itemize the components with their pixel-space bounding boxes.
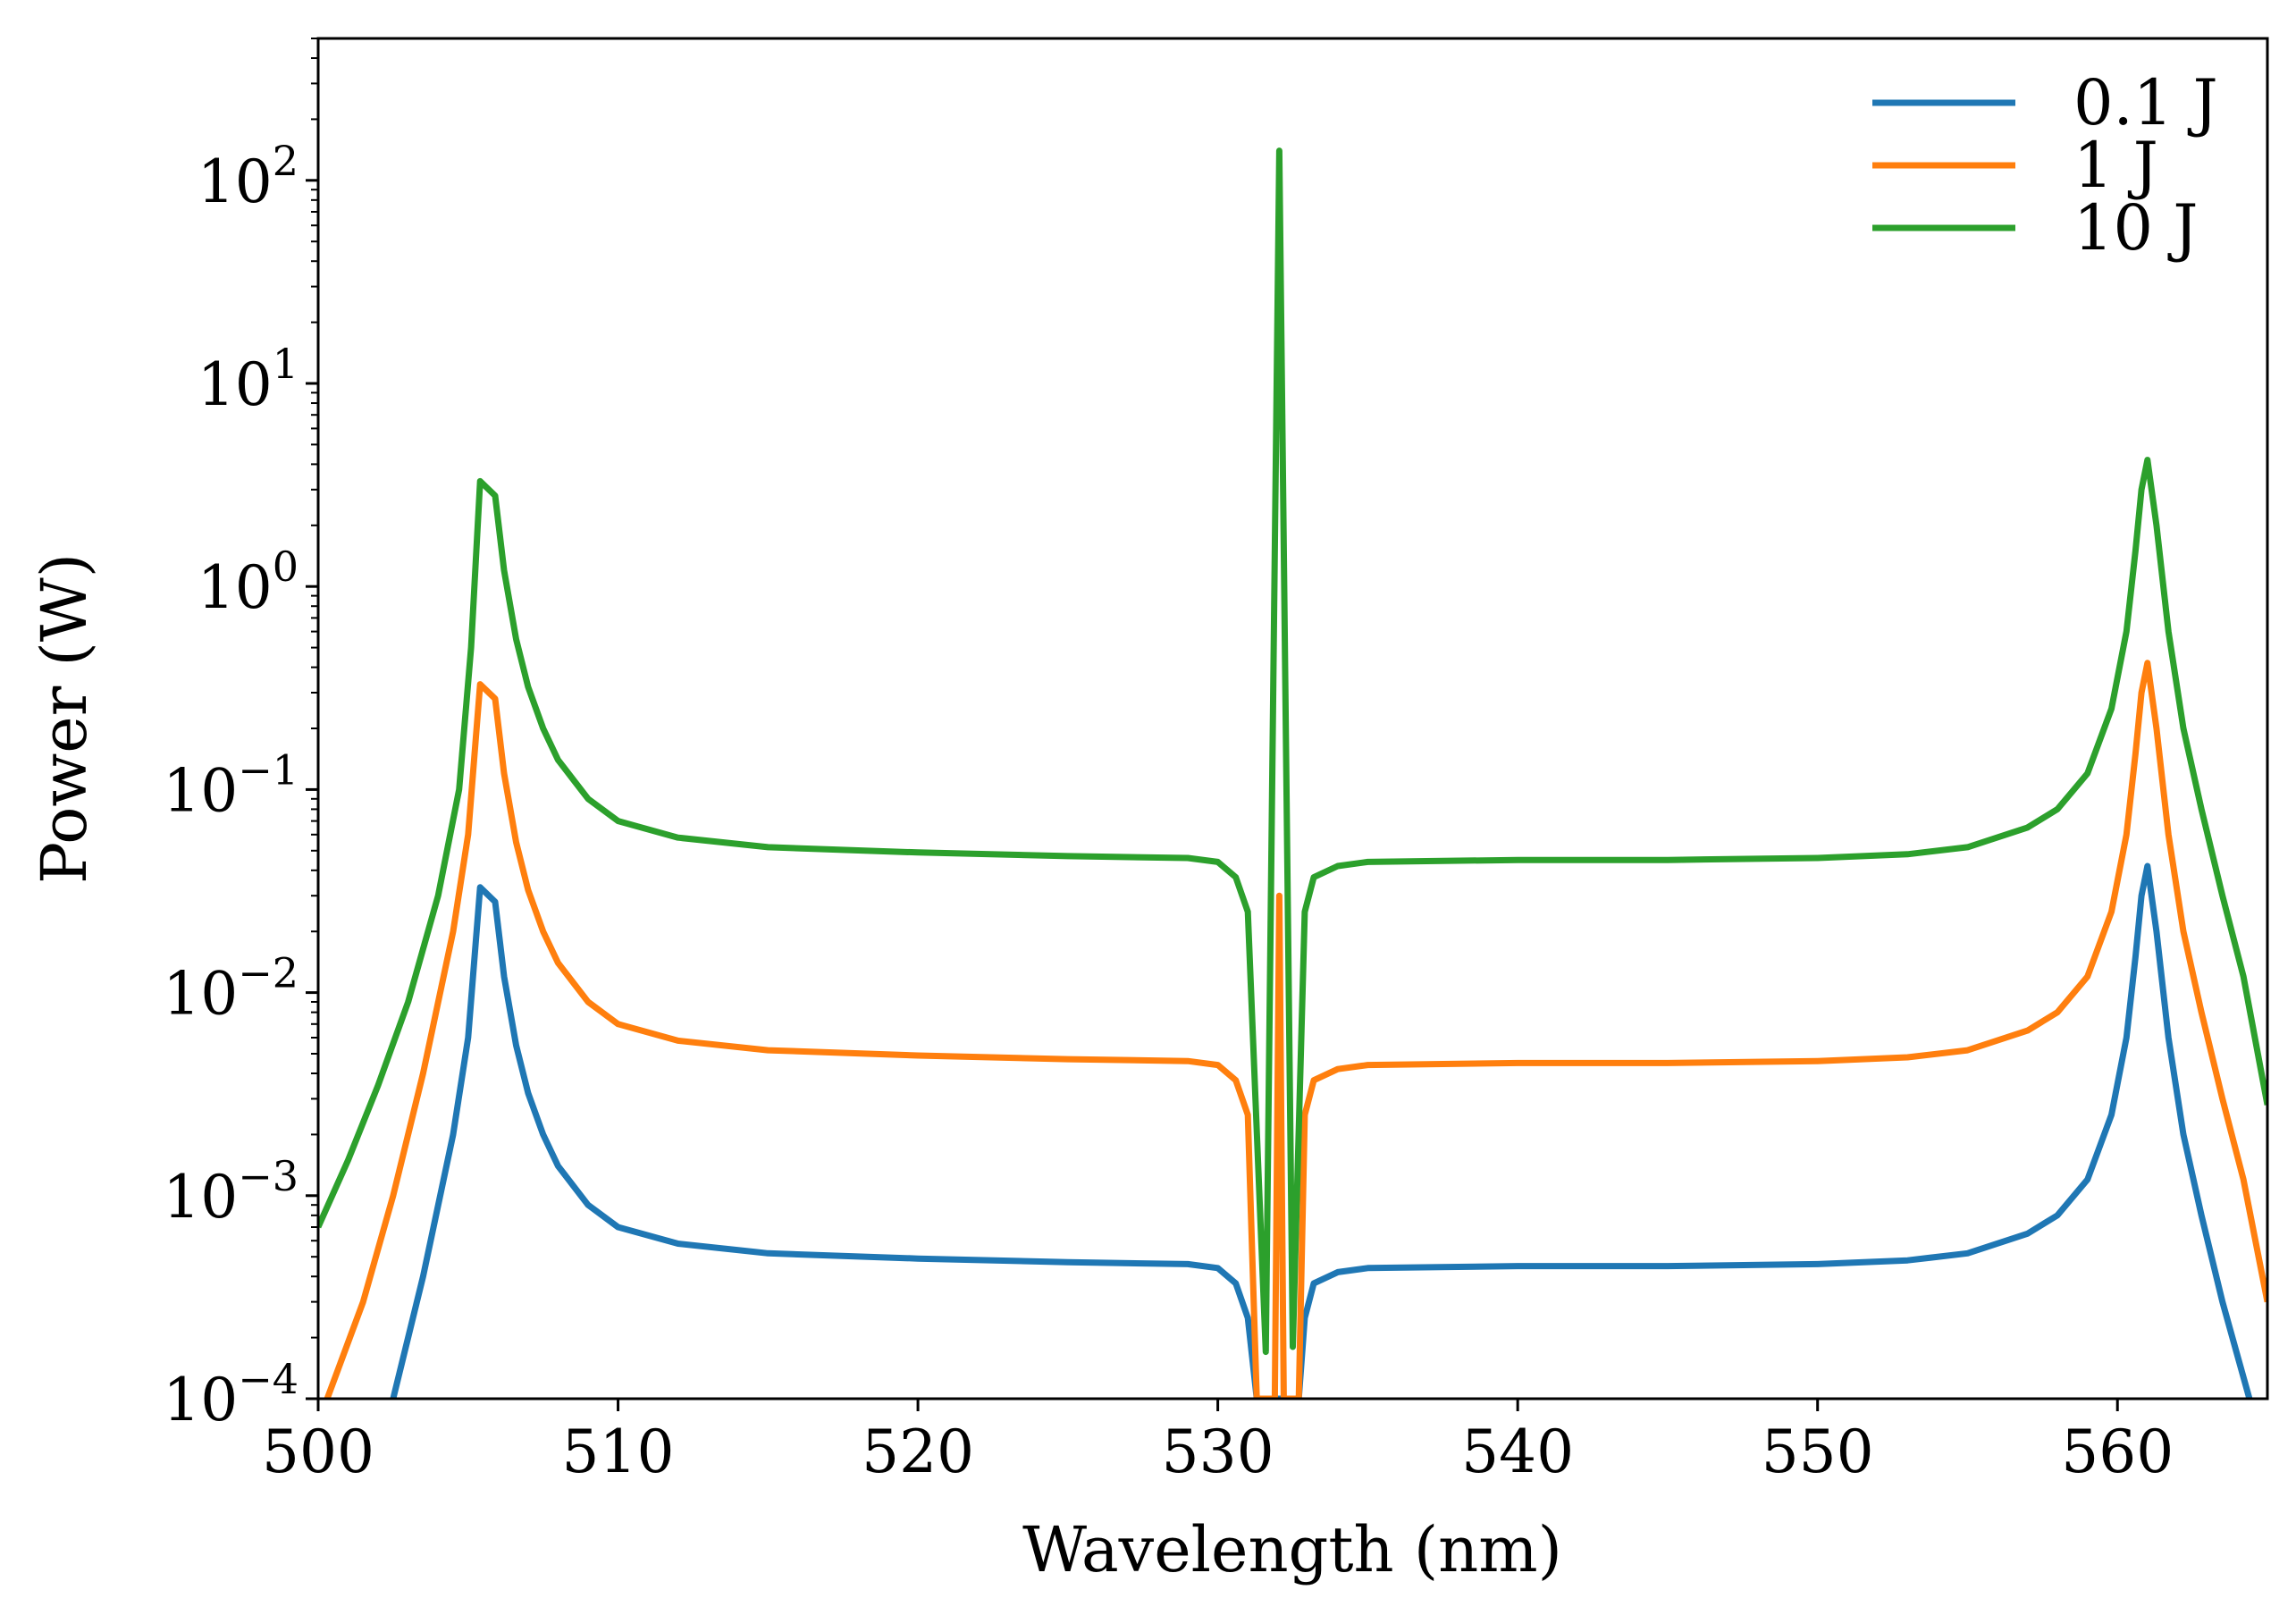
x-axis: 500 510 520 530 540 550 560 <box>262 1399 2174 1486</box>
series-line-3 <box>318 147 2267 1356</box>
y-tick-label: 10−3 <box>163 1152 299 1232</box>
x-tick-label: 520 <box>862 1417 974 1486</box>
y-axis: 10−4 10−3 10−2 10−1 100 101 102 <box>163 38 318 1434</box>
y-tick-label: 101 <box>198 340 299 419</box>
series-line-1 <box>390 862 2253 1399</box>
y-tick-label: 10−2 <box>163 949 299 1029</box>
x-axis-label: Wavelength (nm) <box>1022 1513 1562 1586</box>
y-tick-label: 102 <box>198 137 299 216</box>
legend-label: 0.1 J <box>2073 66 2218 139</box>
y-tick-label: 100 <box>198 543 299 622</box>
y-axis-label: Power (W) <box>28 553 101 884</box>
x-tick-label: 540 <box>1461 1417 1574 1486</box>
x-tick-label: 550 <box>1762 1417 1874 1486</box>
legend-label: 10 J <box>2073 191 2198 265</box>
y-tick-label: 10−1 <box>163 745 299 825</box>
y-tick-label: 10−4 <box>163 1355 299 1434</box>
legend-label: 1 J <box>2073 129 2158 202</box>
series-layer <box>318 147 2267 1399</box>
x-tick-label: 530 <box>1162 1417 1274 1486</box>
x-tick-label: 510 <box>562 1417 675 1486</box>
plot-frame <box>316 37 2269 1401</box>
x-tick-label: 500 <box>262 1417 374 1486</box>
x-tick-label: 560 <box>2061 1417 2174 1486</box>
legend: 0.1 J1 J10 J <box>1872 66 2218 265</box>
series-line-2 <box>324 660 2267 1399</box>
